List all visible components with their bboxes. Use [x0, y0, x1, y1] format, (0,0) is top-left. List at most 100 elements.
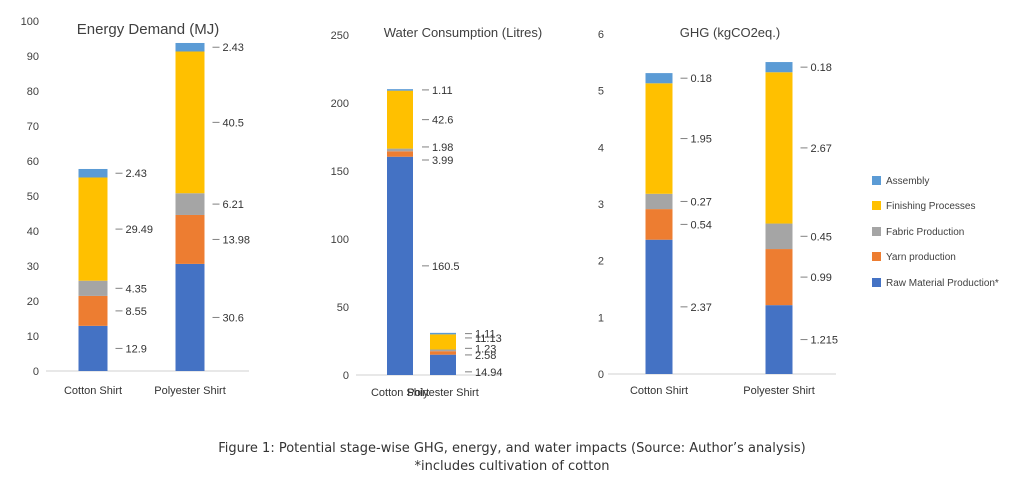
data-label: 40.5: [223, 117, 244, 129]
bar-segment: [765, 249, 793, 306]
y-tick-label: 80: [27, 86, 39, 98]
bar-segment: [645, 209, 673, 240]
bar-segment: [645, 83, 673, 194]
y-tick-label: 2: [598, 256, 604, 268]
y-tick-label: 200: [331, 98, 349, 110]
legend-swatch: [872, 252, 881, 261]
data-label: 2.43: [126, 168, 147, 180]
y-tick-label: 150: [331, 166, 349, 178]
bar-segment: [78, 177, 108, 281]
y-tick-label: 100: [21, 16, 39, 28]
data-label: 1.215: [811, 335, 839, 347]
y-tick-label: 40: [27, 226, 39, 238]
data-label: 30.6: [223, 312, 244, 324]
y-tick-label: 60: [27, 156, 39, 168]
figure-caption: Figure 1: Potential stage-wise GHG, ener…: [218, 441, 806, 456]
data-label: 2.37: [691, 302, 712, 314]
x-category-label: Polyester Shirt: [407, 387, 479, 399]
x-category-label: Polyester Shirt: [154, 385, 226, 397]
bar-segment: [430, 334, 456, 350]
data-label: 8.55: [126, 306, 147, 318]
bar-segment: [430, 332, 456, 335]
bar-segment: [430, 354, 456, 375]
chart-title: Water Consumption (Litres): [384, 25, 542, 40]
bar-segment: [387, 156, 413, 375]
data-label: 42.6: [432, 115, 453, 127]
chart-0: 0 10 20 30 40 50 60 70 80 90 100 Energy Demand (MJ)…: [21, 16, 250, 397]
data-label: 160.5: [432, 261, 460, 273]
bar-segment: [387, 151, 413, 157]
x-category-label: Cotton Shirt: [371, 387, 429, 399]
bar-segment: [175, 193, 205, 215]
legend-label: Fabric Production: [886, 227, 964, 238]
y-tick-label: 0: [343, 370, 349, 382]
legend-swatch: [872, 227, 881, 236]
data-label: 2.58: [475, 350, 496, 362]
data-label: 11.13: [475, 333, 502, 345]
y-tick-label: 50: [27, 191, 39, 203]
y-tick-label: 0: [598, 369, 604, 381]
bar-segment: [78, 168, 108, 178]
data-label: 1.95: [691, 134, 712, 146]
bar-segment: [175, 214, 205, 264]
data-label: 2.43: [223, 42, 244, 54]
y-tick-label: 4: [598, 142, 604, 154]
bar-segment: [78, 325, 108, 371]
data-label: 3.99: [432, 155, 453, 167]
data-label: 14.94: [475, 367, 503, 379]
data-label: 0.45: [811, 231, 832, 243]
chart-title: GHG (kgCO2eq.): [680, 25, 780, 40]
data-label: 12.9: [126, 343, 147, 355]
y-tick-label: 5: [598, 86, 604, 98]
y-tick-label: 30: [27, 261, 39, 273]
y-tick-label: 0: [33, 366, 39, 378]
y-tick-label: 70: [27, 121, 39, 133]
chart-2: 0 1 2 3 4 5 6 GHG (kgCO2eq.) 2.37 0.54 0.27 1.95 0.1…: [598, 25, 838, 397]
bar-segment: [387, 90, 413, 149]
chart-title: Energy Demand (MJ): [77, 21, 220, 38]
bar-segment: [645, 193, 673, 210]
figure-footnote: *includes cultivation of cotton: [414, 459, 610, 474]
bar-segment: [765, 223, 793, 250]
y-tick-label: 20: [27, 296, 39, 308]
x-category-label: Cotton Shirt: [630, 385, 688, 397]
legend-swatch: [872, 201, 881, 210]
legend-label: Yarn production: [886, 252, 956, 263]
y-tick-label: 1: [598, 312, 604, 324]
y-tick-label: 10: [27, 331, 39, 343]
data-label: 0.99: [811, 272, 832, 284]
data-label: 0.18: [691, 73, 712, 85]
bar-segment: [430, 351, 456, 355]
bar-segment: [430, 349, 456, 352]
data-label: 6.21: [223, 199, 244, 211]
legend-swatch: [872, 176, 881, 185]
y-tick-label: 250: [331, 30, 349, 42]
bar-segment: [175, 42, 205, 52]
y-tick-label: 90: [27, 51, 39, 63]
data-label: 13.98: [223, 234, 251, 246]
y-tick-label: 3: [598, 199, 604, 211]
bar-segment: [175, 263, 205, 371]
bar-segment: [645, 239, 673, 374]
data-label: 0.27: [691, 196, 712, 208]
legend-label: Finishing Processes: [886, 201, 975, 212]
bar-segment: [765, 62, 793, 73]
x-category-label: Polyester Shirt: [743, 385, 815, 397]
y-tick-label: 50: [337, 302, 349, 314]
x-category-label: Cotton Shirt: [64, 385, 122, 397]
legend-label: Raw Material Production*: [886, 278, 999, 289]
legend-swatch: [872, 278, 881, 287]
y-tick-label: 6: [598, 29, 604, 41]
bar-segment: [765, 305, 793, 374]
y-tick-label: 100: [331, 234, 349, 246]
data-label: 1.98: [432, 142, 453, 154]
data-label: 1.11: [432, 85, 453, 97]
bar-segment: [78, 280, 108, 296]
data-label: 29.49: [126, 224, 154, 236]
bar-segment: [387, 148, 413, 152]
bar-segment: [645, 73, 673, 84]
bar-segment: [78, 295, 108, 326]
data-label: 0.54: [691, 219, 712, 231]
chart-1: 0 50 100 150 200 250 Water Consumption (Litres…: [331, 25, 543, 399]
